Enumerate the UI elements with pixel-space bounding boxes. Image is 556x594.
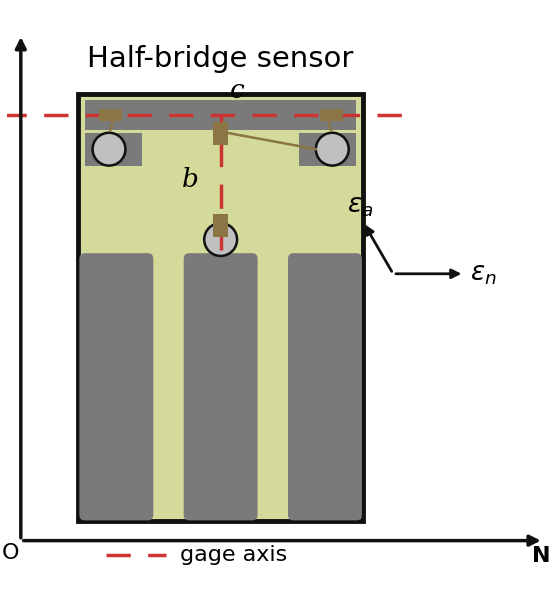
FancyBboxPatch shape (183, 253, 257, 520)
Text: O: O (2, 543, 19, 563)
FancyBboxPatch shape (80, 253, 153, 520)
Circle shape (93, 132, 126, 166)
Bar (213, 122, 229, 144)
Text: gage axis: gage axis (180, 545, 287, 565)
Circle shape (204, 223, 237, 256)
Text: $\varepsilon_n$: $\varepsilon_n$ (470, 261, 497, 287)
Text: b: b (182, 167, 199, 192)
Bar (320, 109, 342, 121)
Bar (213, 214, 229, 237)
Bar (85, 132, 142, 166)
Text: c: c (230, 78, 245, 103)
Text: Half-bridge sensor: Half-bridge sensor (87, 45, 354, 73)
Text: N: N (532, 546, 550, 566)
Bar (85, 100, 356, 130)
Bar (78, 94, 363, 522)
Bar (299, 132, 356, 166)
FancyBboxPatch shape (288, 253, 362, 520)
Text: $\varepsilon_a$: $\varepsilon_a$ (347, 194, 374, 219)
Circle shape (316, 132, 349, 166)
Bar (98, 109, 122, 121)
